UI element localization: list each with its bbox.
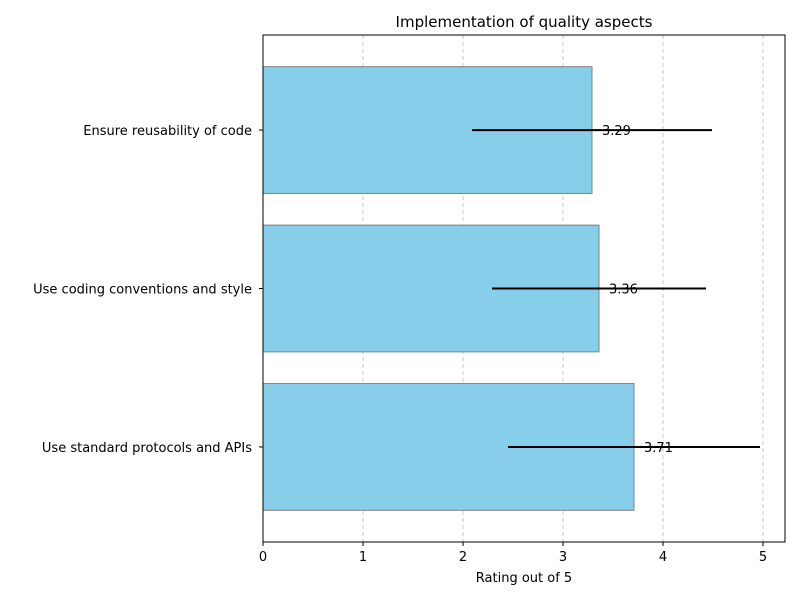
y-tick-label: Use coding conventions and style [33, 283, 252, 298]
x-tick-label: 1 [359, 550, 367, 565]
x-tick-label: 5 [759, 550, 767, 565]
x-tick-label: 4 [659, 550, 667, 565]
x-tick-label: 3 [559, 550, 567, 565]
x-tick-label: 2 [459, 550, 467, 565]
y-tick-label: Use standard protocols and APIs [42, 441, 252, 456]
y-tick-label: Ensure reusability of code [83, 124, 252, 139]
error-bars [472, 129, 760, 448]
bar-value-label: 3.71 [644, 441, 673, 456]
y-axis-ticks: Use standard protocols and APIs Use codin… [33, 124, 263, 456]
value-labels: 3.71 3.36 3.29 [602, 124, 673, 456]
bar-value-label: 3.36 [609, 283, 638, 298]
x-axis-ticks: 0 1 2 3 4 5 [259, 542, 767, 565]
chart-title: Implementation of quality aspects [396, 13, 653, 31]
bar-value-label: 3.29 [602, 124, 631, 139]
x-tick-label: 0 [259, 550, 267, 565]
x-axis-label: Rating out of 5 [476, 571, 572, 586]
